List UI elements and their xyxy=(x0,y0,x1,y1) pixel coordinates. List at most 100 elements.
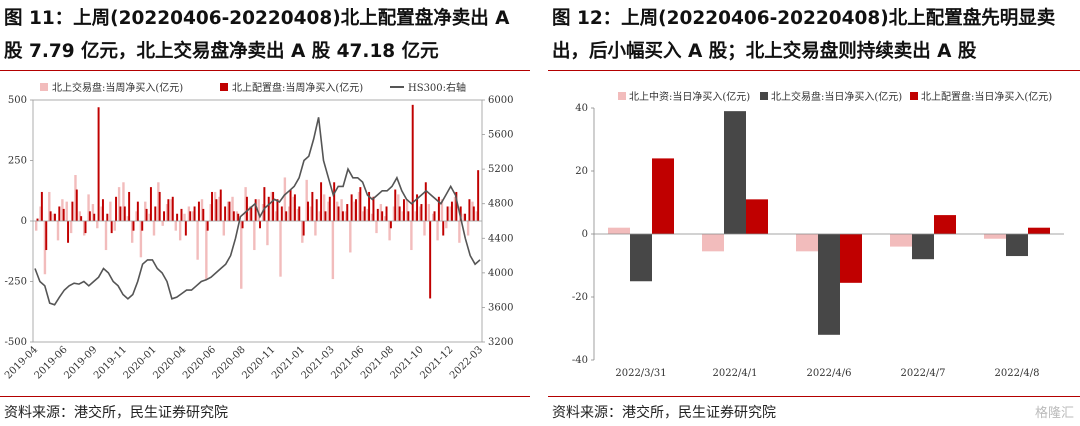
config-bar xyxy=(224,206,227,221)
trade-bar xyxy=(130,221,134,243)
trade-bar xyxy=(192,211,195,221)
config-bar xyxy=(154,206,157,221)
legend-label: 北上配置盘:当日净买入(亿元) xyxy=(921,90,1052,103)
x-tick-label: 2022/3/31 xyxy=(615,368,666,379)
trade-bar xyxy=(331,221,335,280)
config-bar xyxy=(211,191,213,221)
trade-bar xyxy=(462,213,465,221)
config-bar xyxy=(328,196,331,221)
bar-2 xyxy=(934,215,956,234)
config-bar xyxy=(407,211,410,221)
trade-bar xyxy=(449,206,452,221)
x-tick-label: 2022/4/1 xyxy=(713,368,758,379)
y-right-tick-label: 3600 xyxy=(488,302,513,313)
trade-bar xyxy=(362,211,365,221)
config-bar xyxy=(346,204,349,221)
trade-bar xyxy=(226,201,230,221)
config-bar xyxy=(49,211,52,221)
trade-bar xyxy=(135,211,138,221)
config-bar xyxy=(429,221,432,299)
trade-bar xyxy=(209,204,212,221)
legend-label: 北上交易盘:当日净买入(亿元) xyxy=(771,90,902,103)
config-bar xyxy=(276,199,279,221)
config-bar xyxy=(206,221,209,231)
y-left-tick-label: 500 xyxy=(8,95,27,106)
config-bar xyxy=(62,208,65,221)
config-bar xyxy=(158,191,161,221)
config-bar xyxy=(189,211,192,221)
config-bar xyxy=(215,199,218,221)
trade-bar xyxy=(87,194,90,221)
config-bar xyxy=(459,206,462,221)
trade-bar xyxy=(78,211,82,221)
config-bar xyxy=(259,221,261,229)
trade-bar xyxy=(122,182,125,221)
trade-bar xyxy=(187,206,191,221)
config-bar xyxy=(355,199,357,221)
bar-2 xyxy=(1028,227,1050,234)
trade-bar xyxy=(48,191,51,221)
trade-bar xyxy=(104,221,108,251)
trade-bar xyxy=(200,199,204,221)
trade-bar xyxy=(100,206,103,221)
legend-swatch xyxy=(760,92,768,100)
trade-bar xyxy=(388,221,391,241)
config-bar xyxy=(267,196,270,221)
trade-bar xyxy=(183,213,186,221)
config-bar xyxy=(337,206,340,221)
trade-bar xyxy=(445,221,448,229)
trade-bar xyxy=(397,194,400,221)
y-right-tick-label: 5200 xyxy=(488,164,513,175)
bar-0 xyxy=(796,234,818,252)
config-bar xyxy=(171,196,174,221)
trade-bar xyxy=(157,182,160,221)
config-bar xyxy=(416,194,419,221)
trade-bar xyxy=(218,196,221,221)
trade-bar xyxy=(213,191,217,221)
trade-bar xyxy=(56,221,60,241)
trade-bar xyxy=(466,221,470,236)
trade-bar xyxy=(253,221,256,251)
trade-bar xyxy=(375,221,378,234)
config-bar xyxy=(123,206,126,221)
config-bar xyxy=(197,201,200,221)
config-bar xyxy=(359,187,362,221)
config-bar xyxy=(75,189,78,221)
trade-bar xyxy=(270,191,273,221)
trade-bar xyxy=(344,211,348,221)
config-bar xyxy=(36,218,39,221)
trade-bar xyxy=(340,199,343,221)
watermark-logo: 格隆汇 xyxy=(1034,406,1074,421)
trade-bar xyxy=(305,179,308,221)
config-bar xyxy=(202,208,205,221)
legend-label: HS300:右轴 xyxy=(408,81,466,94)
trade-bar xyxy=(35,221,38,231)
trade-bar xyxy=(353,201,356,221)
config-bar xyxy=(180,208,183,221)
legend-swatch xyxy=(618,92,626,100)
trade-bar xyxy=(288,206,291,221)
trade-bar xyxy=(69,221,73,234)
trade-bar xyxy=(405,199,409,221)
trade-bar xyxy=(327,201,330,221)
trade-bar xyxy=(117,187,121,221)
config-bar xyxy=(250,206,253,221)
trade-bar xyxy=(274,211,278,221)
config-bar xyxy=(402,199,405,221)
bar-1 xyxy=(1006,234,1028,257)
trade-bar xyxy=(283,177,287,221)
trade-bar xyxy=(161,221,164,226)
config-bar xyxy=(128,191,131,221)
trade-bar xyxy=(144,201,147,221)
trade-bar xyxy=(370,213,374,221)
config-bar xyxy=(145,208,148,221)
trade-bar xyxy=(39,206,42,221)
legend-label: 北上配置盘:当周净买入(亿元) xyxy=(232,81,363,94)
config-bar xyxy=(389,221,392,229)
config-bar xyxy=(45,221,48,251)
y-left-tick-label: -500 xyxy=(5,337,27,348)
config-bar xyxy=(237,213,240,221)
trade-bar xyxy=(279,221,282,277)
bar-1 xyxy=(724,111,746,234)
x-tick-label: 2022/4/7 xyxy=(901,368,946,379)
